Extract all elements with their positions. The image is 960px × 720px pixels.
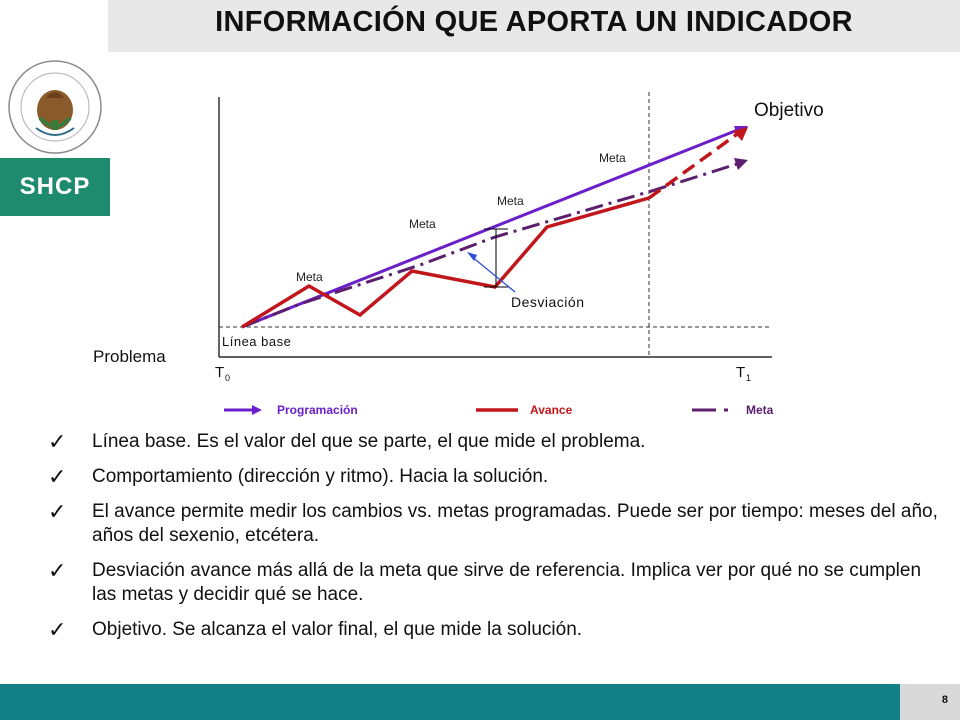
legend-programacion-arrow xyxy=(252,405,262,415)
title-left-blank xyxy=(0,0,108,52)
avance-projection-line xyxy=(647,130,742,200)
deviation-arrow xyxy=(470,255,516,293)
meta-label-1: Meta xyxy=(296,270,323,284)
bullet-list: ✓ Línea base. Es el valor del que se par… xyxy=(48,430,938,653)
problema-label: Problema xyxy=(93,347,166,366)
avance-line xyxy=(241,196,650,329)
list-item: ✓ El avance permite medir los cambios vs… xyxy=(48,500,938,548)
t0-label: T xyxy=(215,364,224,381)
list-item: ✓ Línea base. Es el valor del que se par… xyxy=(48,430,938,454)
legend-meta-label: Meta xyxy=(746,403,774,417)
meta-label-4: Meta xyxy=(599,151,626,165)
linea-base-label: Línea base xyxy=(222,334,291,349)
title-bar xyxy=(108,0,960,52)
t0-subscript: 0 xyxy=(225,373,230,383)
bullet-text: Comportamiento (dirección y ritmo). Haci… xyxy=(92,466,549,487)
checkmark-icon: ✓ xyxy=(48,499,67,524)
bullet-text: Objetivo. Se alcanza el valor final, el … xyxy=(92,619,583,640)
meta-label-2: Meta xyxy=(409,217,436,231)
bullet-text: El avance permite medir los cambios vs. … xyxy=(92,501,938,546)
list-item: ✓ Desviación avance más allá de la meta … xyxy=(48,559,938,607)
list-item: ✓ Comportamiento (dirección y ritmo). Ha… xyxy=(48,465,938,489)
list-item: ✓ Objetivo. Se alcanza el valor final, e… xyxy=(48,618,938,642)
legend: Programación Avance Meta xyxy=(224,403,774,417)
legend-programacion-label: Programación xyxy=(277,403,358,417)
page-title: INFORMACIÓN QUE APORTA UN INDICADOR xyxy=(215,6,853,38)
checkmark-icon: ✓ xyxy=(48,558,67,583)
legend-avance-label: Avance xyxy=(530,403,573,417)
bullet-text: Línea base. Es el valor del que se parte… xyxy=(92,431,646,452)
deviation-arrowhead xyxy=(467,252,477,261)
bullet-text: Desviación avance más allá de la meta qu… xyxy=(92,560,922,605)
t1-subscript: 1 xyxy=(746,373,751,383)
objetivo-label: Objetivo xyxy=(754,100,824,121)
coat-of-arms-icon xyxy=(8,60,102,154)
desviacion-label: Desviación xyxy=(511,294,584,310)
checkmark-icon: ✓ xyxy=(48,464,67,489)
checkmark-icon: ✓ xyxy=(48,617,67,642)
meta-label-3: Meta xyxy=(497,194,524,208)
checkmark-icon: ✓ xyxy=(48,429,67,454)
indicator-diagram: Objetivo Problema Línea base Desviación … xyxy=(93,92,824,417)
footer-bar xyxy=(0,684,900,720)
page-number: 8 xyxy=(900,684,960,720)
shcp-logo: SHCP xyxy=(0,158,110,216)
meta-line xyxy=(241,161,741,329)
avance-arrowhead xyxy=(733,127,748,141)
t1-label: T xyxy=(736,364,745,381)
meta-arrowhead xyxy=(734,158,748,170)
